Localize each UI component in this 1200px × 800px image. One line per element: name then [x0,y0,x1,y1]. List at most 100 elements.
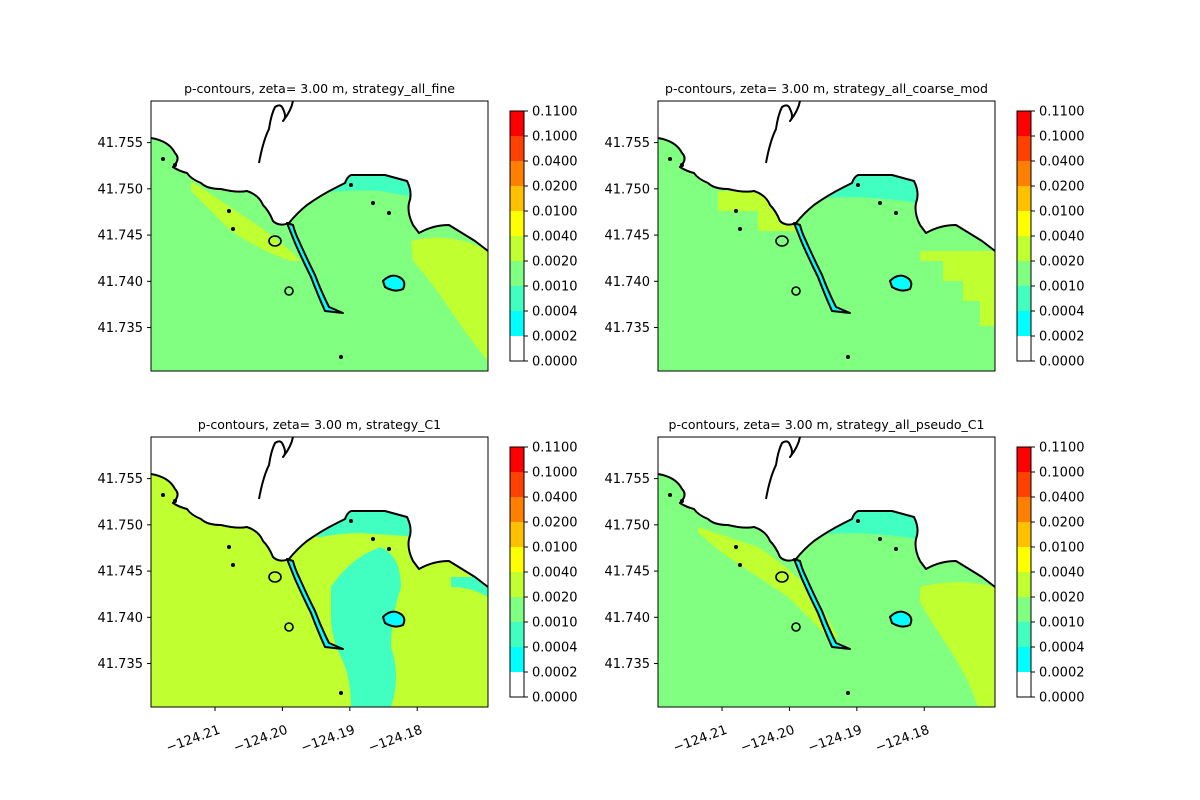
rock-dot-7 [894,547,898,551]
colorbar-label: 0.0002 [1039,330,1085,345]
colorbar-segment [510,522,524,547]
land-mask [151,437,488,587]
colorbar-segment [1017,447,1031,472]
field-east-shelf [920,582,995,707]
rock-dot-8 [846,355,850,359]
colorbar-label: 0.1100 [532,105,578,120]
y-tick-label: 41.750 [605,518,651,533]
x-tick-label: −124.21 [164,723,222,756]
coastline-inner [765,101,801,164]
rock-dot-2 [680,163,684,167]
rock-dot-6 [878,201,882,205]
colorbar-label: 0.0100 [1039,541,1085,556]
colorbar-segment [1017,497,1031,522]
colorbar-label: 0.1000 [1039,466,1085,481]
colorbar-segment [510,547,524,572]
colorbar-label: 0.0400 [1039,155,1085,170]
colorbar-segment [1017,186,1031,211]
colorbar-label: 0.0400 [1039,491,1085,506]
colorbar-label: 0.0002 [532,330,578,345]
rock-dot-1 [161,493,165,497]
colorbar-label: 0.0200 [532,516,578,531]
field-east-shelf [920,251,995,326]
colorbar-label: 0.0100 [1039,205,1085,220]
y-tick-label: 41.750 [98,182,144,197]
field-west-shelf [191,181,301,261]
panel-2: p-contours, zeta= 3.00 m, strategy_all_c… [605,81,1085,372]
colorbar-label: 0.0200 [1039,180,1085,195]
x-tick-label: −124.19 [299,723,357,756]
colorbar-segment [1017,647,1031,672]
rock-dot-5 [349,183,353,187]
colorbar-label: 0.0004 [532,641,578,656]
panel-3: p-contours, zeta= 3.00 m, strategy_C1 41.… [98,417,578,756]
y-tick-label: 41.740 [98,275,144,290]
y-tick-label: 41.740 [605,611,651,626]
rock-dot-8 [339,691,343,695]
field-east-patch [451,577,488,597]
colorbar-segment [510,111,524,136]
colorbar-label: 0.0040 [1039,566,1085,581]
rock-dot-4 [231,563,235,567]
colorbar-segment [510,261,524,286]
y-tick-label: 41.735 [98,321,144,336]
rock-dot-4 [738,227,742,231]
colorbar-segment [1017,572,1031,597]
rock-dot-7 [387,211,391,215]
plot-area [151,101,488,371]
colorbar-segment [510,647,524,672]
y-tick-label: 41.755 [98,136,144,151]
panel-title: p-contours, zeta= 3.00 m, strategy_all_f… [184,81,455,96]
colorbar-label: 0.0040 [1039,230,1085,245]
coastline-spit [286,558,344,650]
y-tick-label: 41.735 [98,657,144,672]
colorbar-label: 0.0010 [532,616,578,631]
axes-frame [150,436,489,708]
coastline-inner [765,437,801,500]
colorbar-segment [510,136,524,161]
colorbar-segment [1017,597,1031,622]
rock-dot-5 [349,519,353,523]
colorbar-label: 0.0020 [1039,255,1085,270]
coastline-island-small [284,622,294,632]
colorbar-label: 0.0010 [1039,280,1085,295]
rock-dot-1 [668,493,672,497]
colorbar-label: 0.0000 [532,355,578,370]
colorbar-segment [510,497,524,522]
axes-frame [657,436,996,708]
colorbar-label: 0.0020 [532,255,578,270]
rock-dot-3 [227,545,231,549]
colorbar-segment [1017,286,1031,311]
colorbar-segment [1017,111,1031,136]
colorbar-label: 0.1100 [532,441,578,456]
rock-dot-3 [227,209,231,213]
coastline-group [151,101,488,314]
y-tick-label: 41.745 [98,229,144,244]
colorbar-segment [1017,136,1031,161]
colorbar-segment [510,236,524,261]
y-tick-label: 41.740 [605,275,651,290]
coastline-island-small [791,286,801,296]
colorbar-label: 0.0000 [1039,691,1085,706]
panel-title: p-contours, zeta= 3.00 m, strategy_all_c… [665,81,988,96]
rock-dot-3 [734,545,738,549]
rock-dot-7 [387,547,391,551]
colorbar-segment [510,572,524,597]
coastline-islet [382,274,406,292]
colorbar-segment [1017,622,1031,647]
panel-4: p-contours, zeta= 3.00 m, strategy_all_p… [605,417,1085,756]
plot-area [151,437,488,707]
y-tick-label: 41.735 [605,321,651,336]
colorbar-segment [1017,211,1031,236]
x-tick-label: −124.20 [739,723,797,756]
colorbar-label: 0.0400 [532,155,578,170]
plot-content [658,437,995,707]
colorbar-segment [1017,236,1031,261]
y-tick-label: 41.740 [98,611,144,626]
colorbar-segment [510,211,524,236]
plot-content [151,437,488,707]
colorbar-segment [1017,311,1031,336]
coastline-island [268,571,282,583]
plot-area [658,437,995,707]
